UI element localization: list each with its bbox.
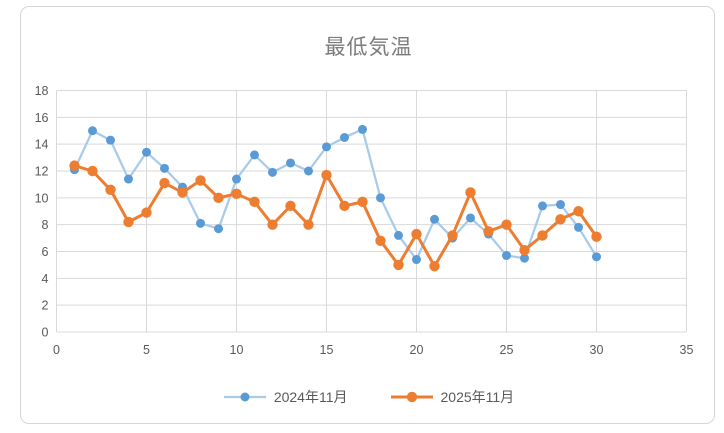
data-point-marker (429, 261, 440, 272)
series-2024年11月 (70, 124, 601, 265)
data-point-marker (412, 255, 421, 265)
series-2025年11月 (69, 160, 602, 272)
legend-item-2024年11月: 2024年11月 (223, 387, 348, 407)
x-tick-label: 25 (500, 343, 514, 357)
data-point-marker (177, 187, 188, 198)
data-point-marker (249, 196, 260, 208)
data-point-marker (321, 169, 332, 181)
data-point-marker (196, 218, 205, 228)
y-tick-label: 16 (35, 111, 49, 125)
data-point-marker (195, 175, 206, 186)
data-point-marker (231, 188, 242, 200)
x-tick-label: 10 (230, 343, 244, 357)
legend-marker-icon (390, 391, 433, 403)
x-tick-label: 0 (53, 343, 60, 357)
data-point-marker (213, 192, 224, 204)
y-tick-label: 10 (35, 191, 49, 205)
data-point-marker (304, 166, 313, 176)
data-point-marker (214, 224, 223, 234)
data-point-marker (250, 150, 259, 160)
y-tick-label: 0 (42, 326, 49, 340)
data-point-marker (573, 206, 584, 217)
data-point-marker (537, 230, 548, 241)
data-point-marker (339, 200, 350, 212)
data-point-marker (142, 147, 151, 157)
legend-marker-icon (223, 392, 266, 402)
legend-label: 2024年11月 (273, 389, 348, 405)
data-point-marker (555, 214, 566, 225)
data-point-marker (556, 200, 565, 210)
y-tick-label: 18 (35, 84, 49, 98)
data-point-marker (411, 228, 422, 240)
data-point-marker (286, 158, 295, 168)
data-point-marker (376, 193, 385, 203)
data-point-marker (124, 174, 133, 184)
legend-label: 2025年11月 (440, 389, 515, 405)
data-point-marker (592, 252, 601, 262)
data-point-marker (447, 230, 458, 241)
y-tick-label: 14 (35, 138, 49, 152)
data-point-marker (430, 214, 439, 224)
data-point-marker (502, 251, 511, 261)
data-point-marker (232, 174, 241, 184)
chart-card: 最低気温 0 2 4 6 8 10 12 14 16 18 0 5 10 15 20 25 30 35 2024年… (20, 6, 715, 424)
y-axis-labels: 0 2 4 6 8 10 12 14 16 18 (35, 84, 49, 340)
data-point-marker (375, 235, 386, 246)
chart-title: 最低気温 (324, 36, 413, 59)
data-point-marker (141, 207, 152, 218)
data-point-marker (322, 142, 331, 152)
data-point-marker (520, 253, 529, 263)
data-point-marker (106, 135, 115, 145)
y-tick-label: 8 (42, 218, 49, 232)
data-point-marker (88, 126, 97, 136)
data-point-marker (591, 231, 602, 242)
y-tick-label: 4 (42, 272, 49, 286)
data-point-marker (394, 230, 403, 240)
line-chart-plot: 0 2 4 6 8 10 12 14 16 18 0 5 10 15 20 25 30 35 (35, 84, 694, 357)
y-tick-label: 12 (35, 165, 49, 179)
data-point-marker (340, 132, 349, 142)
x-axis-labels: 0 5 10 15 20 25 30 35 (53, 343, 693, 357)
chart-legend: 2024年11月 2025年11月 (21, 387, 714, 407)
data-point-marker (574, 222, 583, 232)
data-point-marker (393, 259, 404, 271)
data-point-marker (267, 219, 278, 230)
data-point-marker (466, 213, 475, 223)
x-tick-label: 15 (320, 343, 334, 357)
data-point-marker (303, 219, 314, 230)
data-point-marker (358, 124, 367, 134)
data-point-marker (501, 219, 512, 230)
legend-item-2025年11月: 2025年11月 (390, 387, 515, 407)
data-point-marker (87, 165, 98, 177)
data-point-marker (538, 201, 547, 211)
series-line (73, 164, 598, 268)
gridlines (56, 90, 687, 333)
x-tick-label: 35 (680, 343, 694, 357)
data-point-marker (519, 244, 530, 256)
data-point-marker (123, 216, 134, 228)
data-point-marker (159, 177, 170, 189)
y-tick-label: 6 (42, 245, 49, 259)
data-point-marker (357, 196, 368, 208)
data-point-marker (69, 160, 80, 171)
y-tick-label: 2 (42, 299, 49, 313)
x-tick-label: 5 (143, 343, 150, 357)
data-point-marker (268, 167, 277, 177)
x-tick-label: 20 (410, 343, 424, 357)
x-tick-label: 30 (590, 343, 604, 357)
data-point-marker (465, 187, 476, 198)
data-point-marker (160, 163, 169, 173)
data-point-marker (285, 200, 296, 212)
data-point-marker (105, 184, 116, 195)
data-point-marker (483, 226, 494, 237)
